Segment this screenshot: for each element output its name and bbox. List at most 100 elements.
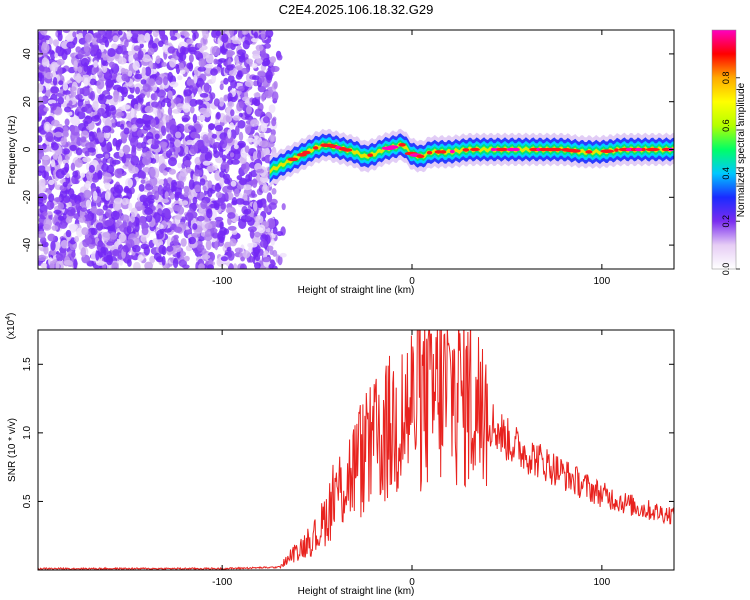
noise-speckle	[202, 160, 211, 166]
noise-speckle	[45, 72, 53, 80]
noise-speckle	[182, 102, 191, 113]
noise-speckle	[144, 32, 151, 43]
noise-speckle	[227, 225, 237, 231]
noise-speckle	[64, 118, 70, 126]
noise-speckle	[55, 45, 61, 54]
noise-speckle	[265, 30, 274, 38]
noise-speckle	[183, 160, 192, 167]
noise-speckle	[55, 261, 60, 269]
noise-speckle	[198, 263, 205, 269]
noise-speckle	[237, 120, 246, 129]
noise-speckle	[266, 245, 274, 251]
noise-speckle	[60, 239, 69, 249]
noise-speckle	[214, 124, 223, 132]
noise-speckle	[151, 42, 158, 49]
chart-title: C2E4.2025.106.18.32.G29	[279, 2, 434, 17]
noise-speckle	[227, 101, 235, 108]
noise-speckle	[92, 32, 102, 40]
snr-series-line	[38, 330, 674, 570]
noise-speckle	[265, 70, 273, 81]
noise-speckle	[230, 50, 236, 56]
noise-speckle	[220, 256, 228, 262]
noise-speckle	[120, 214, 130, 222]
noise-speckle	[134, 103, 139, 110]
noise-speckle	[126, 32, 132, 40]
ridge-peak	[512, 147, 520, 152]
noise-speckle	[234, 55, 239, 65]
noise-speckle	[38, 230, 47, 239]
noise-speckle	[65, 216, 73, 224]
noise-speckle	[72, 31, 77, 38]
noise-speckle	[180, 46, 186, 55]
noise-speckle	[167, 107, 173, 116]
noise-speckle	[49, 260, 55, 269]
noise-speckle	[102, 54, 109, 61]
noise-speckle	[276, 231, 284, 237]
colorbar-tick-label: 0.0	[721, 263, 731, 276]
ridge-peak	[661, 147, 672, 152]
noise-speckle	[126, 255, 134, 260]
noise-speckle	[132, 60, 140, 71]
noise-speckle	[116, 111, 124, 117]
noise-speckle	[127, 94, 135, 99]
noise-speckle	[148, 167, 156, 178]
noise-speckle	[102, 231, 111, 241]
noise-speckle	[173, 226, 183, 233]
noise-speckle	[82, 157, 91, 163]
noise-speckle	[175, 180, 185, 188]
noise-speckle	[173, 238, 179, 246]
noise-speckle	[83, 120, 89, 127]
noise-speckle	[120, 45, 127, 55]
noise-speckle	[270, 56, 276, 64]
noise-speckle	[38, 254, 47, 262]
noise-speckle	[220, 47, 228, 55]
noise-speckle	[74, 75, 83, 83]
noise-speckle	[57, 202, 65, 210]
noise-speckle	[238, 131, 244, 141]
noise-speckle	[251, 37, 259, 43]
noise-speckle	[104, 39, 110, 48]
noise-speckle	[158, 224, 164, 230]
noise-speckle	[211, 73, 217, 84]
noise-speckle	[203, 82, 210, 93]
noise-speckle	[200, 200, 208, 210]
noise-speckle	[254, 254, 261, 262]
noise-speckle	[186, 78, 195, 87]
noise-speckle	[52, 152, 59, 160]
y-tick-label: 1.5	[22, 357, 33, 371]
noise-speckle	[154, 38, 160, 45]
noise-speckle	[229, 30, 235, 36]
noise-speckle	[126, 258, 132, 267]
noise-speckle	[185, 166, 192, 174]
noise-speckle	[111, 43, 118, 50]
noise-speckle	[233, 144, 239, 150]
noise-speckle	[45, 166, 51, 172]
noise-speckle	[254, 231, 261, 238]
noise-speckle	[109, 61, 115, 68]
noise-speckle	[88, 131, 95, 142]
noise-speckle	[117, 30, 123, 36]
noise-speckle	[118, 57, 127, 65]
noise-speckle	[121, 104, 131, 110]
noise-speckle	[92, 190, 98, 201]
ridge-peak	[600, 149, 614, 153]
noise-speckle	[206, 208, 213, 219]
noise-speckle	[132, 244, 141, 253]
noise-speckle	[151, 101, 159, 108]
noise-speckle	[56, 58, 65, 66]
noise-speckle	[138, 184, 145, 192]
noise-speckle	[95, 222, 104, 231]
x-tick-label: 0	[409, 276, 415, 287]
noise-speckle	[227, 250, 235, 261]
noise-speckle	[48, 193, 55, 203]
noise-speckle	[232, 149, 241, 161]
noise-speckle	[38, 104, 47, 116]
noise-speckle	[66, 41, 76, 49]
noise-speckle	[254, 262, 261, 269]
noise-speckle	[41, 57, 49, 67]
noise-speckle	[38, 179, 46, 187]
noise-speckle	[235, 73, 243, 80]
noise-speckle	[100, 246, 106, 254]
noise-speckle	[74, 235, 79, 243]
noise-speckle	[180, 238, 187, 247]
